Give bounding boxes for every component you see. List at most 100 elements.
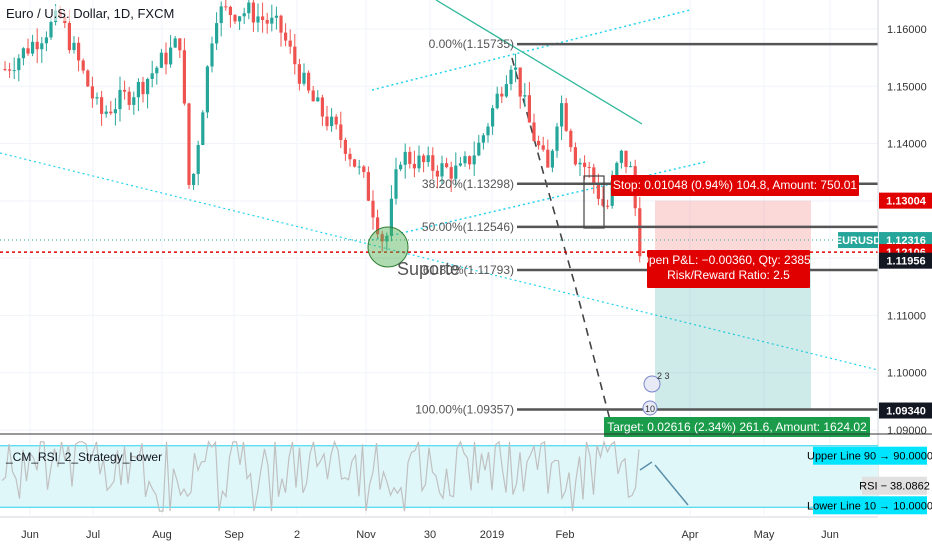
candle-body xyxy=(472,155,476,165)
candle-body xyxy=(454,165,458,179)
x-tick-label: Jun xyxy=(821,529,839,541)
candle-body xyxy=(435,170,439,177)
rsi-upper-label-bg xyxy=(813,446,927,465)
event-count: 2 3 xyxy=(657,371,670,381)
candle-body xyxy=(624,150,628,167)
candle-body xyxy=(320,97,324,117)
rsi-band xyxy=(0,445,878,508)
candle-body xyxy=(426,155,430,163)
candle-body xyxy=(537,140,541,146)
range-box xyxy=(583,175,605,229)
candle-body xyxy=(49,22,53,38)
candle-body xyxy=(265,19,269,24)
candle-body xyxy=(477,142,481,156)
candle-body xyxy=(26,48,30,54)
candle-body xyxy=(192,173,196,185)
x-tick-label: 2 xyxy=(294,529,300,541)
candle-body xyxy=(619,150,623,163)
candle-body xyxy=(491,108,495,127)
candle-body xyxy=(150,73,154,79)
candle-body xyxy=(159,52,163,68)
candle-body xyxy=(587,166,591,168)
candle-body xyxy=(371,200,375,218)
event-count: 10 xyxy=(645,404,655,414)
candle-body xyxy=(210,43,214,67)
x-tick-label: Jul xyxy=(86,529,100,541)
candle-body xyxy=(638,208,642,257)
trend-line xyxy=(435,0,643,125)
price-label-bg xyxy=(879,402,932,419)
open-pl-label: Risk/Reward Ratio: 2.5 xyxy=(667,268,790,282)
rsi-lower-label: Lower Line 10 → 10.0000 xyxy=(807,500,932,512)
candle-body xyxy=(35,41,39,50)
candle-body xyxy=(500,93,504,97)
candle-body xyxy=(233,15,237,22)
candle-body xyxy=(468,156,472,165)
candle-body xyxy=(445,163,449,168)
candle-body xyxy=(408,151,412,164)
candle-body xyxy=(343,139,347,154)
candle-body xyxy=(417,155,421,169)
candle-body xyxy=(12,70,16,72)
candle-body xyxy=(270,17,274,24)
fib-level-label: 50.00%(1.12546) xyxy=(422,220,514,234)
price-label-bg xyxy=(879,232,932,249)
rsi-value-label-bg xyxy=(862,476,927,495)
candle-body xyxy=(95,97,99,99)
candle-body xyxy=(31,41,35,54)
candle-body xyxy=(325,116,329,127)
candle-body xyxy=(288,40,292,47)
candle-body xyxy=(44,37,48,44)
fib-level-label: 61.80%(1.11793) xyxy=(423,263,514,277)
chart-title: Euro / U.S. Dollar, 1D, FXCM xyxy=(6,6,175,21)
price-label: 1.12316 xyxy=(886,235,926,247)
x-tick-label: Nov xyxy=(356,529,376,541)
candle-body xyxy=(242,13,246,17)
candle-body xyxy=(509,69,513,85)
candle-body xyxy=(100,97,104,114)
candle-body xyxy=(376,217,380,235)
candle-body xyxy=(201,112,205,146)
candle-body xyxy=(81,60,85,71)
candle-body xyxy=(3,69,7,71)
candle-body xyxy=(440,163,444,177)
candle-body xyxy=(72,42,76,51)
event-icon xyxy=(642,400,658,416)
open-pl-label-bg xyxy=(647,250,810,288)
price-label-bg xyxy=(838,232,878,249)
candle-body xyxy=(357,166,361,168)
candle-body xyxy=(215,23,219,44)
candle-body xyxy=(261,16,265,20)
candle-body xyxy=(21,48,25,59)
y-tick-label: 1.09000 xyxy=(887,425,927,437)
candle-body xyxy=(362,166,366,173)
candle-body xyxy=(596,182,600,199)
candle-body xyxy=(348,153,352,160)
x-tick-label: Aug xyxy=(152,529,172,541)
candle-body xyxy=(555,126,559,151)
fib-level-label: 100.00%(1.09357) xyxy=(415,403,514,417)
candle-body xyxy=(17,58,21,71)
x-tick-label: 30 xyxy=(424,529,436,541)
candle-body xyxy=(251,2,255,23)
candle-body xyxy=(514,67,518,70)
candle-body xyxy=(573,147,577,165)
candle-body xyxy=(523,95,527,97)
rsi-indicator-title: _CM_RSI_2_Strategy_Lower xyxy=(6,450,163,464)
candle-body xyxy=(592,167,596,183)
candle-body xyxy=(399,164,403,170)
candle-body xyxy=(164,52,168,65)
candle-body xyxy=(615,162,619,181)
y-tick-label: 1.14000 xyxy=(887,139,927,151)
candle-body xyxy=(601,198,605,206)
candle-body xyxy=(219,6,223,24)
candle-body xyxy=(173,38,177,48)
candle-body xyxy=(67,22,71,51)
y-tick-label: 1.11000 xyxy=(887,310,926,322)
fib-level-label: 38.20%(1.13298) xyxy=(422,177,514,191)
projection-line xyxy=(511,57,611,421)
candle-body xyxy=(118,89,122,110)
candle-body xyxy=(385,235,389,242)
candle-body xyxy=(578,162,582,165)
